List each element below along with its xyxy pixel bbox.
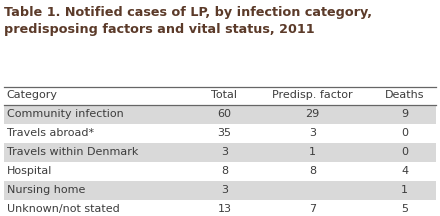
- Bar: [4, 181, 436, 200]
- Text: Community infection: Community infection: [7, 109, 123, 119]
- Text: 1: 1: [401, 185, 408, 195]
- Text: 9: 9: [401, 109, 408, 119]
- Text: 1: 1: [309, 147, 316, 157]
- Text: Unknown/not stated: Unknown/not stated: [7, 204, 119, 214]
- Text: Category: Category: [7, 90, 58, 100]
- Text: 35: 35: [217, 128, 231, 138]
- Bar: [4, 200, 436, 216]
- Text: 0: 0: [401, 147, 408, 157]
- Bar: [4, 162, 436, 181]
- Text: Travels abroad*: Travels abroad*: [7, 128, 94, 138]
- Text: 8: 8: [309, 166, 316, 176]
- Bar: [4, 143, 436, 162]
- Text: Hospital: Hospital: [7, 166, 52, 176]
- Text: 0: 0: [401, 128, 408, 138]
- Text: 60: 60: [217, 109, 231, 119]
- Text: 13: 13: [217, 204, 231, 214]
- Text: Table 1. Notified cases of LP, by infection category,
predisposing factors and v: Table 1. Notified cases of LP, by infect…: [4, 6, 372, 36]
- Text: Total: Total: [211, 90, 238, 100]
- Text: 8: 8: [221, 166, 228, 176]
- Text: Travels within Denmark: Travels within Denmark: [7, 147, 138, 157]
- Text: 5: 5: [401, 204, 408, 214]
- Text: 3: 3: [221, 147, 228, 157]
- Text: 4: 4: [401, 166, 408, 176]
- Text: 29: 29: [305, 109, 319, 119]
- Bar: [4, 124, 436, 143]
- Text: 3: 3: [309, 128, 316, 138]
- Bar: [4, 105, 436, 124]
- Text: Deaths: Deaths: [385, 90, 425, 100]
- Text: 7: 7: [309, 204, 316, 214]
- Text: 3: 3: [221, 185, 228, 195]
- Text: Nursing home: Nursing home: [7, 185, 85, 195]
- Text: Predisp. factor: Predisp. factor: [272, 90, 353, 100]
